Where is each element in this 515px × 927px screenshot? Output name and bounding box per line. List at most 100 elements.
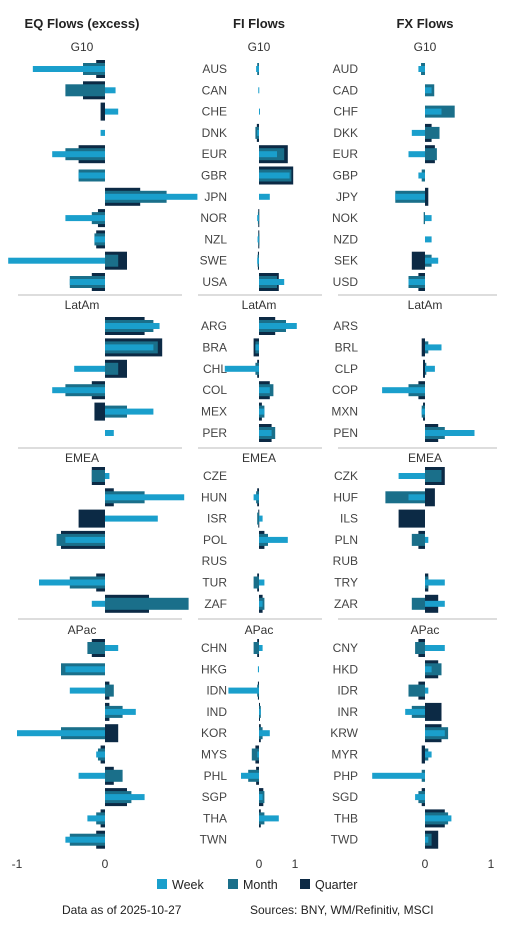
bar-fi-hun-week bbox=[253, 494, 259, 501]
bar-fx-col-week bbox=[382, 387, 425, 394]
bar-eq-kor-week bbox=[17, 730, 105, 737]
bar-fi-kor-week bbox=[259, 730, 270, 737]
bar-fx-eur-week bbox=[408, 151, 425, 158]
bar-fi-col-week bbox=[259, 387, 270, 394]
row-label-tha: THA bbox=[203, 811, 227, 825]
bar-eq-mex-quarter bbox=[94, 402, 105, 421]
bar-fx-kor-week bbox=[425, 730, 445, 737]
row-label-twd: TWD bbox=[331, 833, 359, 847]
row-label-inr: INR bbox=[337, 705, 358, 719]
row-label-jpn: JPN bbox=[204, 190, 227, 204]
bar-eq-mys-week bbox=[96, 751, 105, 758]
bar-fx-usa-week bbox=[408, 279, 425, 285]
bar-eq-can-week bbox=[105, 87, 116, 94]
region-label-emea: EMEA bbox=[65, 451, 99, 465]
row-label-mys: MYS bbox=[201, 748, 227, 762]
tick-label-fx: 1 bbox=[488, 857, 495, 871]
bar-fi-jpn-week bbox=[259, 193, 270, 200]
bar-fx-swe-week bbox=[425, 257, 439, 264]
tick-label-fx: 0 bbox=[422, 857, 429, 871]
bar-fx-can-week bbox=[425, 87, 432, 94]
bar-fx-zaf-week bbox=[425, 600, 445, 607]
bar-fi-che-week bbox=[259, 108, 260, 115]
bar-fx-che-week bbox=[425, 108, 442, 115]
row-label-arg: ARG bbox=[201, 319, 227, 333]
bar-fx-nor-week bbox=[425, 215, 432, 222]
region-label-apac: APac bbox=[411, 623, 440, 637]
bar-eq-swe-month bbox=[105, 254, 119, 267]
bar-fx-isr-quarter bbox=[398, 509, 425, 528]
row-label-rub: RUB bbox=[333, 554, 358, 568]
row-label-phl: PHL bbox=[204, 769, 228, 783]
bar-fi-aus-week bbox=[256, 66, 259, 72]
tick-label-fi: 1 bbox=[292, 857, 299, 871]
bar-eq-twn-week bbox=[65, 836, 105, 843]
bar-fi-per-week bbox=[259, 430, 272, 436]
bar-fx-nor-month bbox=[423, 212, 425, 225]
bar-fx-chl-quarter bbox=[423, 359, 425, 378]
row-label-thb: THB bbox=[334, 811, 358, 825]
row-label-rus: RUS bbox=[202, 554, 227, 568]
bar-fx-phl-week bbox=[372, 772, 425, 779]
bar-eq-zaf-week bbox=[91, 600, 105, 607]
bar-eq-can-month bbox=[65, 84, 105, 97]
bar-fi-zaf-week bbox=[259, 600, 263, 607]
row-label-nok: NOK bbox=[332, 211, 358, 225]
region-label-g10: G10 bbox=[248, 40, 271, 54]
row-label-isr: ISR bbox=[207, 512, 227, 526]
bar-eq-chn-month bbox=[87, 642, 105, 654]
bar-eq-idn-week bbox=[69, 687, 105, 694]
legend: Week Month Quarter bbox=[157, 878, 357, 892]
row-label-idr: IDR bbox=[337, 684, 358, 698]
bar-fx-hkg-week bbox=[425, 666, 432, 673]
bar-fx-pol-month bbox=[411, 533, 425, 546]
bar-fi-pol-week bbox=[259, 536, 288, 543]
bar-fx-dnk-month bbox=[425, 126, 440, 139]
bar-eq-bra-week bbox=[105, 344, 154, 351]
row-label-per: PER bbox=[202, 426, 227, 440]
row-label-twn: TWN bbox=[200, 833, 227, 847]
legend-swatch-quarter bbox=[300, 879, 310, 889]
bar-eq-swe-week bbox=[8, 257, 106, 264]
tick-label-eq: -1 bbox=[12, 857, 23, 871]
bar-fx-jpn-week bbox=[395, 193, 425, 200]
panel-title-fi: FI Flows bbox=[233, 16, 285, 31]
bar-eq-nzl-week bbox=[94, 236, 105, 243]
bar-fx-sgp-week bbox=[415, 794, 425, 801]
bar-eq-aus-week bbox=[32, 66, 106, 72]
row-label-chl: CHL bbox=[203, 362, 227, 376]
row-label-brl: BRL bbox=[335, 340, 359, 354]
bar-eq-che-week bbox=[105, 108, 119, 115]
row-label-zaf: ZAF bbox=[204, 597, 227, 611]
row-label-pen: PEN bbox=[333, 426, 358, 440]
row-label-gbp: GBP bbox=[333, 169, 358, 183]
bar-fi-eur-week bbox=[259, 151, 277, 158]
bar-eq-sgp-week bbox=[105, 794, 145, 801]
bar-eq-col-week bbox=[52, 387, 105, 394]
row-label-usd: USD bbox=[333, 275, 359, 289]
footer-date: Data as of 2025-10-27 bbox=[62, 903, 182, 917]
row-label-eur: EUR bbox=[333, 147, 359, 161]
bar-eq-arg-week bbox=[105, 323, 160, 329]
bar-fi-mex-week bbox=[259, 408, 265, 415]
bar-fx-jpn-quarter bbox=[425, 187, 429, 206]
bar-eq-idn-month bbox=[105, 684, 114, 697]
bar-eq-pol-week bbox=[65, 536, 105, 543]
bar-fx-ind-quarter bbox=[425, 702, 442, 721]
bar-fi-usa-week bbox=[259, 279, 285, 285]
row-label-nor: NOR bbox=[200, 211, 227, 225]
bar-fx-aus-week bbox=[418, 66, 425, 72]
bar-fi-idn-week bbox=[228, 687, 259, 694]
bar-fx-mys-week bbox=[425, 751, 432, 758]
region-label-emea: EMEA bbox=[242, 451, 276, 465]
bar-eq-cze-month bbox=[91, 470, 105, 482]
bar-fx-zaf-month bbox=[411, 597, 425, 610]
bar-fi-ind-week bbox=[259, 708, 261, 715]
bar-fi-bra-week bbox=[255, 344, 259, 351]
bar-fi-isr-week bbox=[259, 515, 263, 522]
row-label-hkd: HKD bbox=[333, 662, 359, 676]
tick-label-fi: 0 bbox=[256, 857, 263, 871]
bar-fi-chn-month bbox=[253, 642, 259, 654]
bar-eq-isr-quarter bbox=[78, 509, 105, 528]
